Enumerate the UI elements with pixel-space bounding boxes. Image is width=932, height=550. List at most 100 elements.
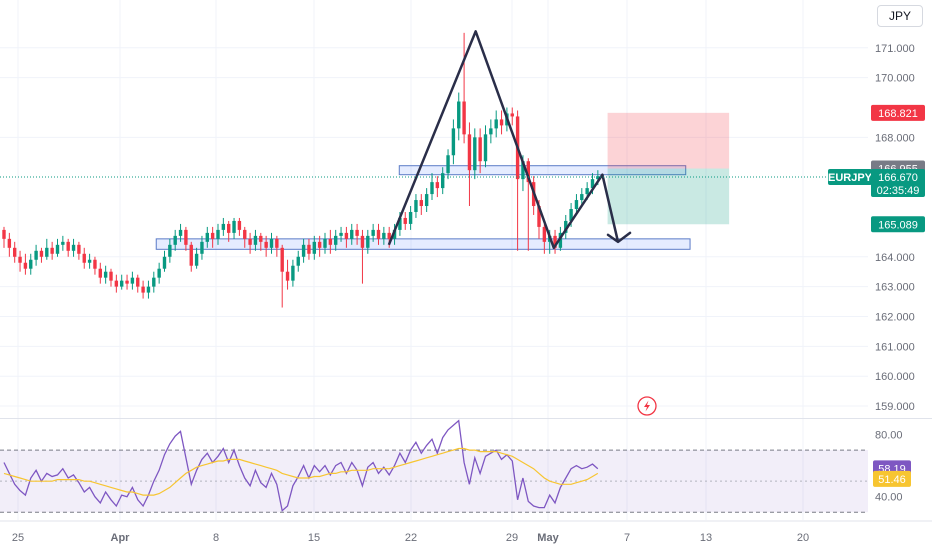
- candle-body: [98, 268, 102, 278]
- candle-body: [355, 229, 359, 236]
- pattern-drawing[interactable]: [387, 30, 632, 250]
- candle-body: [125, 280, 129, 284]
- time-tick-label: 15: [308, 532, 320, 544]
- candle-body: [77, 244, 81, 254]
- price-axis[interactable]: 171.000 170.000 168.000 164.000 163.000 162.0…: [875, 43, 915, 413]
- candle-body: [205, 232, 209, 242]
- target-zone[interactable]: [607, 168, 730, 225]
- lightning-icon[interactable]: [637, 396, 657, 416]
- candle-body: [227, 223, 231, 233]
- time-tick-label: 25: [12, 532, 24, 544]
- rsi-ma-line: [3, 447, 599, 496]
- candle-body: [494, 119, 498, 129]
- candle-body: [344, 232, 349, 239]
- candle-body: [360, 235, 365, 248]
- time-tick-label: May: [537, 532, 559, 544]
- time-tick-label: 7: [624, 532, 630, 544]
- candle-body: [483, 134, 488, 162]
- candle-body: [542, 226, 547, 242]
- candle-body: [253, 235, 258, 245]
- symbol-tag: [828, 169, 872, 186]
- candle-body: [510, 113, 514, 117]
- candle-body: [328, 238, 333, 245]
- candle-body: [194, 253, 199, 266]
- time-tick-label: 29: [506, 532, 518, 544]
- candle-body: [141, 286, 145, 293]
- candle-body: [168, 244, 172, 257]
- candle-body: [457, 101, 461, 129]
- candle-body: [478, 137, 482, 162]
- candle-body: [114, 280, 119, 287]
- candle-body: [499, 119, 504, 126]
- price-tick-label: 164.000: [875, 252, 915, 264]
- arrow-head[interactable]: [606, 231, 632, 244]
- resistance-zone[interactable]: [398, 165, 687, 176]
- stop-zone[interactable]: [607, 112, 730, 169]
- candle-body: [580, 194, 584, 201]
- candle-body: [87, 259, 92, 263]
- time-axis[interactable]: 25 Apr 8 15 22 29 May 7 13 20: [0, 520, 932, 544]
- candle-body: [248, 238, 252, 245]
- price-tick-label: 168.000: [875, 132, 915, 144]
- take-profit-tag-label: 165.089: [878, 219, 918, 231]
- candle-body: [29, 259, 33, 269]
- rsi-panel-divider: [0, 418, 932, 419]
- candle-body: [109, 271, 113, 281]
- candle-body: [210, 232, 215, 239]
- candle-body: [366, 235, 370, 248]
- candle-body: [350, 229, 354, 239]
- candle-body: [462, 101, 466, 135]
- symbol-tag-label: EURJPY: [828, 172, 873, 184]
- candle-body: [173, 235, 177, 245]
- candle-body: [232, 220, 236, 233]
- candle-body: [574, 200, 579, 209]
- rsi-line: [3, 419, 599, 512]
- rsi-ma-tag-label: 51.46: [878, 474, 906, 486]
- candle-body: [339, 232, 343, 236]
- candle-body: [467, 134, 472, 171]
- candle-body: [419, 200, 423, 207]
- zones: [155, 165, 691, 250]
- last-price-tag: [871, 169, 925, 198]
- candle-body: [146, 286, 151, 293]
- candle-body: [446, 155, 450, 174]
- candle-body: [526, 161, 530, 183]
- currency-button[interactable]: JPY: [877, 5, 923, 27]
- candle-body: [424, 194, 429, 207]
- candle-body: [323, 238, 327, 248]
- candle-body: [152, 277, 156, 287]
- candle-body: [596, 176, 600, 180]
- pattern-line[interactable]: [387, 30, 620, 250]
- candle-body: [61, 241, 65, 245]
- candle-body: [285, 271, 290, 281]
- candle-body: [184, 229, 188, 245]
- support-zone[interactable]: [155, 238, 691, 250]
- time-tick-label: Apr: [111, 532, 131, 544]
- candle-body: [221, 223, 226, 230]
- candle-body: [371, 229, 375, 236]
- candle-body: [317, 241, 322, 248]
- rsi-tick-label: 40.00: [875, 492, 903, 504]
- price-tick-label: 163.000: [875, 282, 915, 294]
- time-tick-label: 20: [797, 532, 809, 544]
- stop-loss-tag: [871, 104, 925, 121]
- position-box[interactable]: [607, 112, 730, 225]
- candle-body: [189, 244, 193, 266]
- rsi-axis[interactable]: 80.00 40.00: [875, 430, 903, 504]
- rsi-lines: [3, 419, 599, 512]
- rsi-ma-tag: [873, 470, 911, 487]
- price-tick-label: 171.000: [875, 43, 915, 55]
- candle-body: [34, 250, 38, 260]
- candle-body: [291, 265, 295, 281]
- rsi-tick-label: 80.00: [875, 430, 903, 442]
- candle-body: [259, 235, 263, 242]
- countdown-label: 02:35:49: [877, 185, 920, 197]
- candle-body: [569, 209, 573, 221]
- candle-body: [307, 244, 311, 254]
- candle-body: [216, 229, 220, 239]
- candle-body: [264, 241, 268, 248]
- candle-body: [50, 247, 54, 254]
- candle-body: [376, 229, 381, 239]
